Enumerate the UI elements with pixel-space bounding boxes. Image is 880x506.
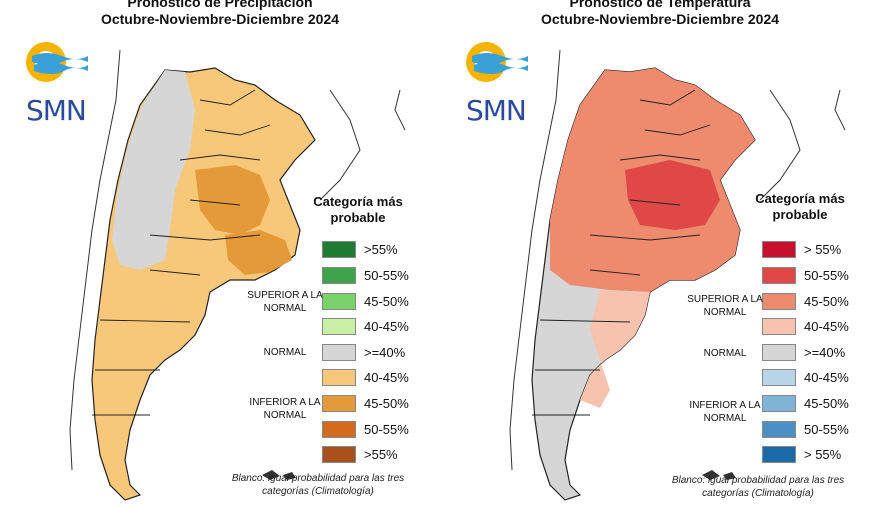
legend-label: 45-50% xyxy=(364,396,409,411)
temperature-map xyxy=(509,49,846,501)
legend-label: >55% xyxy=(364,242,398,257)
map-period: Octubre-Noviembre-Diciembre 2024 xyxy=(540,11,780,27)
legend-swatch-temp-9 xyxy=(762,446,796,463)
legend-swatch-temp-1 xyxy=(762,241,796,258)
legend-title: Categoría más probable xyxy=(755,191,845,222)
legend-swatch-temp-4 xyxy=(762,318,796,335)
logo-text: SMN xyxy=(466,94,527,127)
legend-swatch-temp-7 xyxy=(762,395,796,412)
legend-label: 40-45% xyxy=(804,370,849,385)
legend-label: > 55% xyxy=(804,242,842,257)
legend-label: 45-50% xyxy=(364,294,409,309)
map-title: Pronóstico de Precipitación xyxy=(127,0,313,10)
logo-text: SMN xyxy=(26,94,87,127)
legend-label: 50-55% xyxy=(804,422,849,437)
legend-label: >=40% xyxy=(364,345,406,360)
legend-swatch-precip-9 xyxy=(322,446,356,463)
map-title: Pronóstico de Temperatura xyxy=(569,0,751,10)
precipitation-map xyxy=(69,49,406,501)
legend-label: 50-55% xyxy=(364,422,409,437)
legend-swatch-temp-8 xyxy=(762,421,796,438)
category-normal: NORMAL xyxy=(263,347,307,358)
legend-swatch-temp-3 xyxy=(762,293,796,310)
legend-swatch-precip-4 xyxy=(322,318,356,335)
legend-label: >55% xyxy=(364,447,398,462)
legend-label: 45-50% xyxy=(804,396,849,411)
legend-swatch-temp-6 xyxy=(762,369,796,386)
legend-label: 50-55% xyxy=(364,268,409,283)
legend-label: 50-55% xyxy=(804,268,849,283)
category-superior: SUPERIOR A LA NORMAL xyxy=(687,294,763,318)
legend-label: > 55% xyxy=(804,447,842,462)
legend-label: 40-45% xyxy=(804,319,849,334)
climatology-note: Blanco: igual probabilidad para las tres… xyxy=(231,473,405,497)
map-period: Octubre-Noviembre-Diciembre 2024 xyxy=(100,11,340,27)
legend-swatch-precip-2 xyxy=(322,267,356,284)
smn-logo: SMN xyxy=(462,36,532,127)
climatology-note: Blanco: igual probabilidad para las tres… xyxy=(671,475,845,499)
precipitation-panel: Pronóstico de Precipitación Octubre-Novi… xyxy=(22,0,409,501)
legend-swatch-precip-5 xyxy=(322,344,356,361)
legend-label: 40-45% xyxy=(364,370,409,385)
legend-label: 40-45% xyxy=(364,319,409,334)
legend-title: Categoría más probable xyxy=(313,194,403,225)
legend-label: >=40% xyxy=(804,345,846,360)
legend-swatch-precip-1 xyxy=(322,241,356,258)
legend-swatch-temp-2 xyxy=(762,267,796,284)
smn-logo: SMN xyxy=(22,36,92,127)
category-inferior: INFERIOR A LA NORMAL xyxy=(249,397,321,421)
legend-swatch-precip-7 xyxy=(322,395,356,412)
legend-swatch-precip-6 xyxy=(322,369,356,386)
category-inferior: INFERIOR A LA NORMAL xyxy=(689,400,761,424)
legend-swatch-precip-3 xyxy=(322,293,356,310)
category-normal: NORMAL xyxy=(703,348,747,359)
temperature-panel: Pronóstico de Temperatura Octubre-Noviem… xyxy=(440,0,880,506)
legend-label: 45-50% xyxy=(804,294,849,309)
category-superior: SUPERIOR A LA NORMAL xyxy=(247,290,323,314)
legend-swatch-temp-5 xyxy=(762,344,796,361)
legend-swatch-precip-8 xyxy=(322,421,356,438)
